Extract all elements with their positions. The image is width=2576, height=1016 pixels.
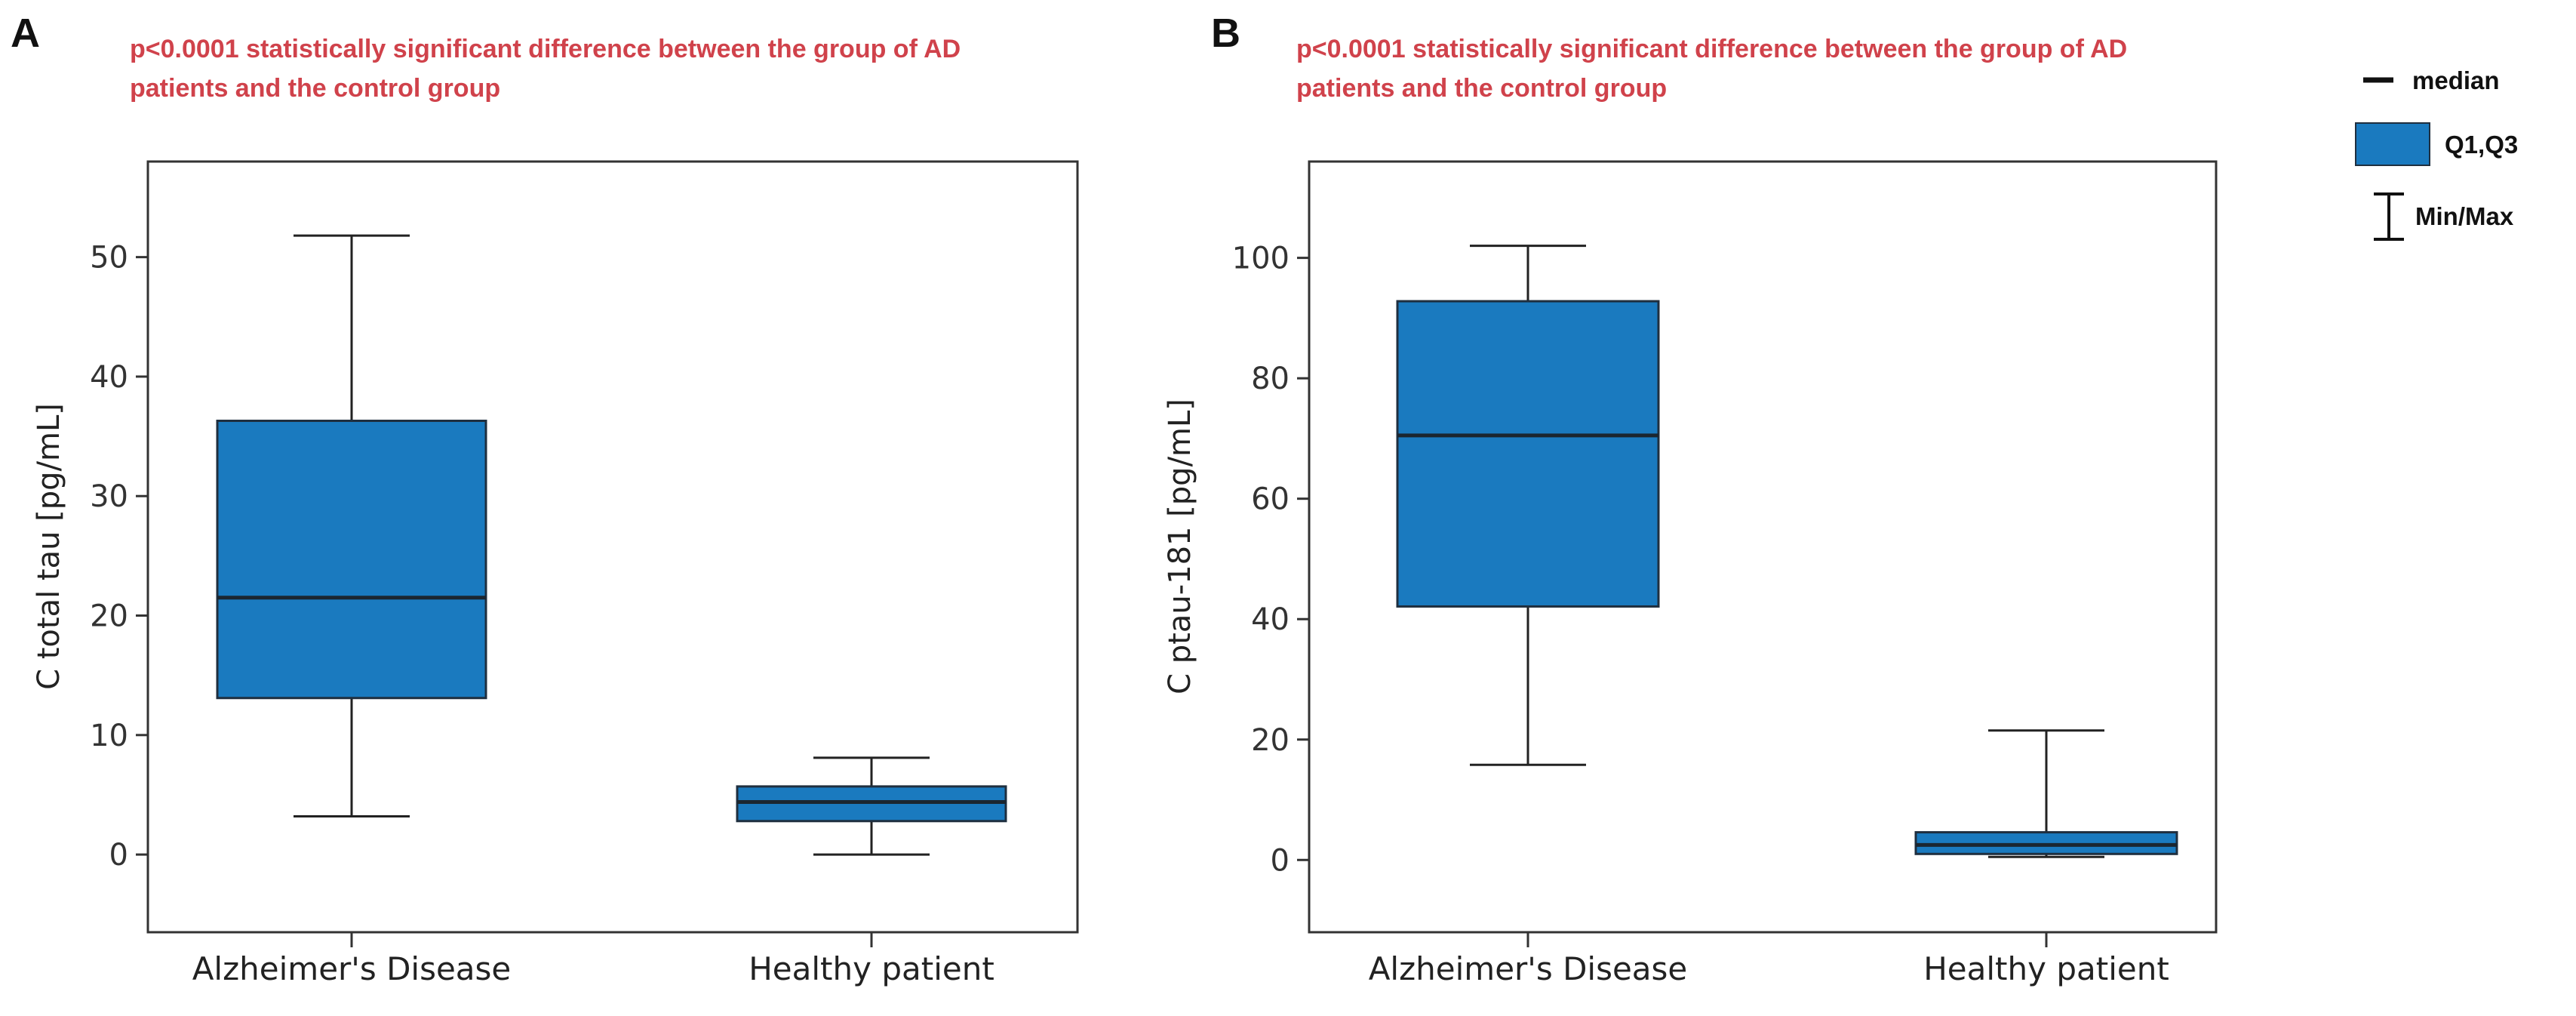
significance-note-line-2: patients and the control group	[1296, 74, 1667, 103]
quartile-legend-label: Q1,Q3	[2445, 131, 2518, 159]
panel-a: A p<0.0001 statistically significant dif…	[11, 11, 1079, 987]
min-max-legend-label: Min/Max	[2415, 202, 2514, 230]
y-axis-ticks: 0 10 20 30 40 50	[90, 241, 148, 873]
quartile-legend-swatch	[2355, 122, 2430, 166]
category-label: Healthy patient	[1923, 950, 2169, 987]
category-label: Alzheimer's Disease	[192, 950, 512, 987]
min-max-legend-swatch	[2374, 192, 2404, 241]
significance-note-line-2: patients and the control group	[130, 74, 500, 103]
significance-note-line-1: p<0.0001 statistically significant diffe…	[130, 35, 961, 63]
significance-note-line-1: p<0.0001 statistically significant diffe…	[1296, 35, 2127, 63]
y-tick-label: 0	[1271, 843, 1290, 878]
quartile-box	[216, 419, 487, 700]
y-tick-label: 80	[1251, 362, 1290, 396]
legend: median Q1,Q3 Min/Max	[2355, 66, 2518, 241]
panel-letter: B	[1211, 11, 1240, 56]
y-tick-label: 0	[109, 838, 128, 873]
panel-letter: A	[11, 11, 40, 56]
y-tick-label: 20	[1251, 723, 1290, 758]
box-plots	[1396, 245, 2178, 858]
box-plot	[1396, 245, 1660, 766]
category-label: Alzheimer's Disease	[1369, 950, 1688, 987]
x-axis-categories: Alzheimer's Disease Healthy patient	[192, 932, 994, 987]
box-plots	[216, 234, 1007, 856]
box-plot	[1914, 729, 2178, 858]
quartile-box	[1396, 300, 1660, 608]
y-axis-title: C total tau [pg/mL]	[32, 403, 66, 690]
box-plot	[736, 756, 1007, 856]
median-legend-label: median	[2412, 66, 2500, 94]
y-tick-label: 100	[1232, 242, 1290, 276]
y-axis-ticks: 0 20 40 60 80 100	[1232, 242, 1309, 878]
box-plot	[216, 234, 487, 817]
y-tick-label: 10	[90, 719, 128, 753]
plot-frame	[146, 160, 1079, 934]
plot-frame	[1308, 160, 2218, 934]
panel-b: B p<0.0001 statistically significant dif…	[1163, 11, 2218, 987]
category-label: Healthy patient	[749, 950, 994, 987]
y-tick-label: 20	[90, 599, 128, 634]
y-tick-label: 30	[90, 479, 128, 514]
y-tick-label: 40	[90, 360, 128, 395]
y-axis-title: C ptau-181 [pg/mL]	[1163, 399, 1197, 694]
y-tick-label: 50	[90, 241, 128, 276]
y-tick-label: 60	[1251, 482, 1290, 517]
x-axis-categories: Alzheimer's Disease Healthy patient	[1369, 932, 2169, 987]
y-tick-label: 40	[1251, 602, 1290, 637]
